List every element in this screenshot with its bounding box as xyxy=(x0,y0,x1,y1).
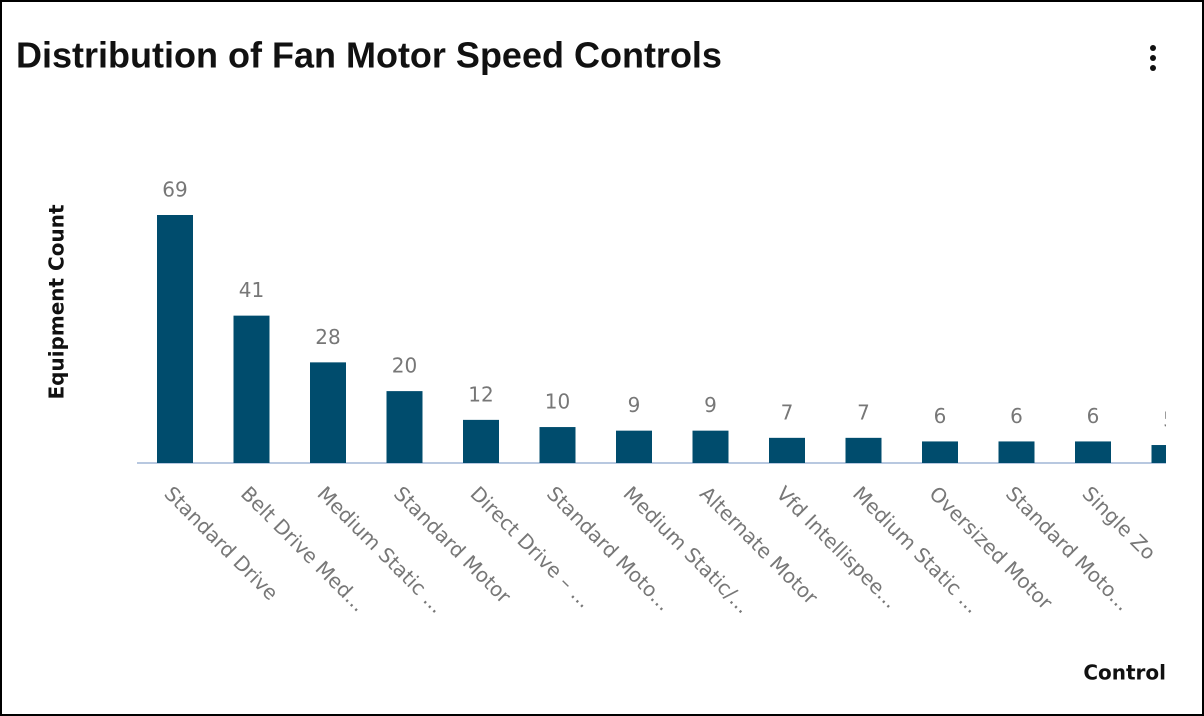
y-axis-label: Equipment Count xyxy=(45,204,69,399)
x-tick-label: Medium Static/... xyxy=(619,481,756,618)
bar xyxy=(845,437,882,463)
bar xyxy=(157,215,193,463)
data-label: 6 xyxy=(1087,404,1100,428)
data-label: 6 xyxy=(934,404,947,428)
data-label: 41 xyxy=(239,278,264,302)
data-label: 6 xyxy=(1010,404,1023,428)
menu-dot[interactable] xyxy=(1150,55,1156,61)
menu-button[interactable] xyxy=(1150,45,1156,71)
data-label: 12 xyxy=(468,382,493,406)
data-label: 20 xyxy=(392,354,417,378)
data-label: 7 xyxy=(781,400,794,424)
bar xyxy=(998,441,1035,463)
data-label: 9 xyxy=(704,393,717,417)
x-axis-label: Control xyxy=(1083,661,1166,685)
chart-title: Distribution of Fan Motor Speed Controls xyxy=(16,35,722,76)
x-tick-label: Medium Static ... xyxy=(848,481,984,617)
menu-dot[interactable] xyxy=(1150,45,1156,51)
menu-dot[interactable] xyxy=(1150,65,1156,71)
bar xyxy=(1151,445,1166,463)
bar xyxy=(233,315,270,463)
data-label: 28 xyxy=(315,325,340,349)
bar xyxy=(616,430,652,463)
bar xyxy=(922,441,958,463)
bar xyxy=(310,362,346,463)
data-label: 69 xyxy=(162,178,187,202)
bar xyxy=(692,430,729,463)
bar xyxy=(386,391,423,463)
bar xyxy=(1075,441,1111,463)
data-label: 5 xyxy=(1163,408,1176,432)
bar xyxy=(463,419,499,463)
bar xyxy=(769,437,805,463)
data-label: 7 xyxy=(857,400,870,424)
data-label: 10 xyxy=(545,390,570,414)
x-tick-label: Medium Static ... xyxy=(313,481,449,617)
bar xyxy=(539,427,576,463)
data-label: 9 xyxy=(628,393,641,417)
